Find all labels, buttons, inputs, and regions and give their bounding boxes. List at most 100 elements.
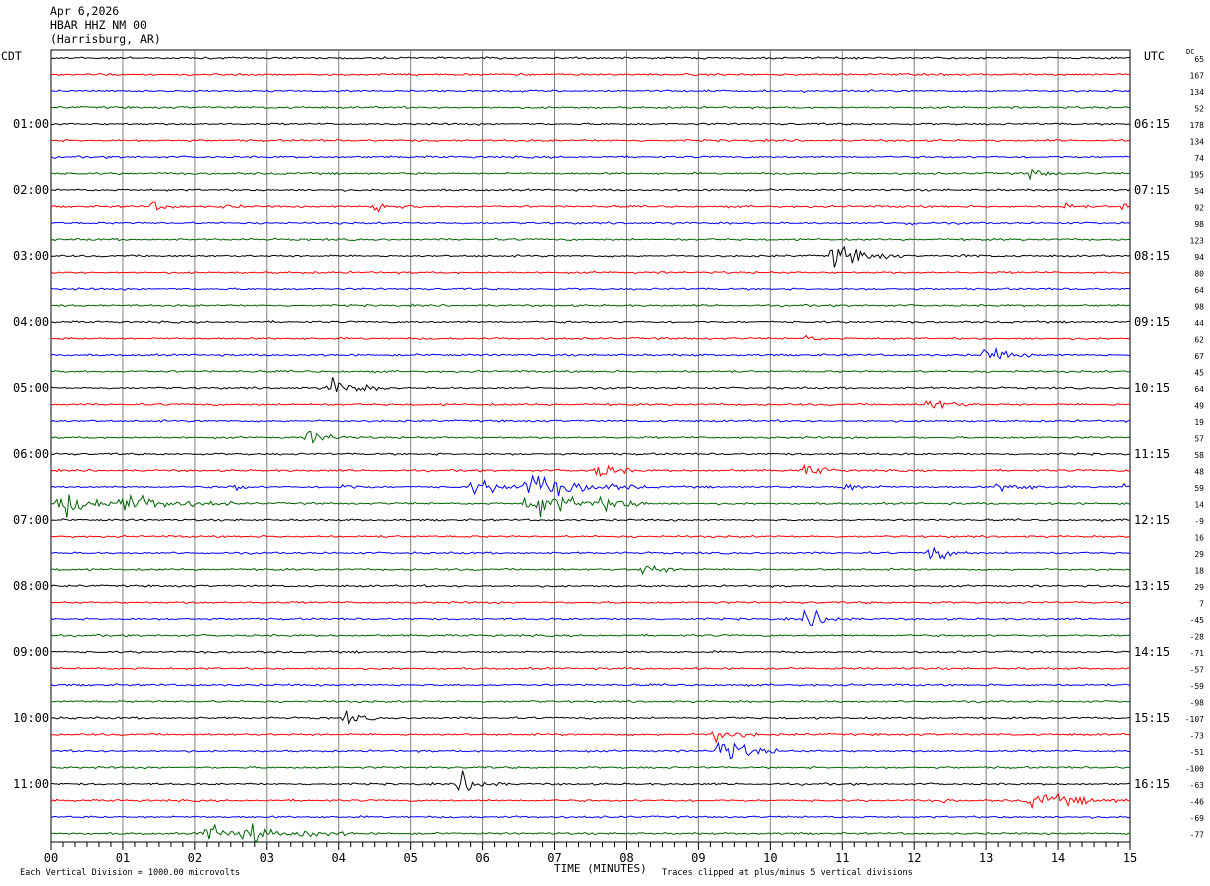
trace-line — [50, 534, 1131, 539]
dc-offset-label: -71 — [1190, 649, 1205, 658]
dc-offset-label: 16 — [1194, 534, 1204, 543]
dc-offset-label: 14 — [1194, 501, 1204, 510]
trace-line — [50, 400, 1131, 410]
right-time-label: 14:15 — [1134, 645, 1170, 659]
trace-line — [50, 346, 1131, 360]
trace-line — [51, 765, 1131, 770]
dc-offset-label: 49 — [1194, 402, 1204, 411]
dc-offset-label: 123 — [1190, 237, 1205, 246]
trace-line — [50, 815, 1131, 819]
trace-line — [50, 518, 1130, 522]
header-date: Apr 6,2026 — [50, 4, 120, 18]
dc-offset-label: -51 — [1190, 748, 1205, 757]
dc-offset-label: 92 — [1194, 204, 1204, 213]
x-tick-label: 04 — [332, 851, 346, 865]
x-tick-label: 01 — [116, 851, 130, 865]
x-tick-label: 10 — [763, 851, 777, 865]
trace-line — [50, 419, 1130, 423]
dc-offset-label: 65 — [1194, 55, 1204, 64]
left-time-label: 08:00 — [13, 579, 49, 593]
grid-lines — [50, 49, 1131, 843]
dc-offset-label: 54 — [1194, 187, 1204, 196]
x-tick-label: 05 — [403, 851, 417, 865]
left-time-label: 10:00 — [13, 711, 49, 725]
scale-note: Each Vertical Division = 1000.00 microvo… — [20, 868, 241, 878]
dc-offset-label: -45 — [1190, 616, 1205, 625]
x-tick-label: 14 — [1051, 851, 1065, 865]
x-tick-label: 00 — [44, 851, 58, 865]
trace-line — [50, 741, 1131, 760]
left-time-label: 04:00 — [13, 315, 49, 329]
dc-offset-label: -46 — [1190, 798, 1205, 807]
dc-offset-label: -57 — [1190, 666, 1205, 675]
dc-offset-label: 57 — [1194, 435, 1204, 444]
right-time-label: 13:15 — [1134, 579, 1170, 593]
trace-line — [50, 56, 1130, 60]
x-axis-label: TIME (MINUTES) — [554, 862, 647, 875]
dc-offset-label: 167 — [1190, 72, 1205, 81]
left-time-label: 01:00 — [13, 117, 49, 131]
trace-line — [50, 770, 1131, 792]
dc-offset-label: -9 — [1194, 517, 1204, 526]
trace-line — [50, 600, 1131, 605]
header-station: HBAR HHZ NM 00 — [50, 18, 147, 32]
right-time-label: 08:15 — [1134, 249, 1170, 263]
trace-line — [50, 710, 1131, 726]
trace-line — [50, 369, 1131, 374]
time-axis: 00 01 02 03 04 05 06 07 08 09 10 11 12 13 14 15 — [44, 842, 1137, 865]
trace-line — [50, 168, 1131, 181]
trace-line — [50, 89, 1131, 93]
dc-offset-label: 64 — [1194, 385, 1204, 394]
dc-offset-label: 7 — [1199, 600, 1204, 609]
dc-offset-label: -59 — [1190, 682, 1205, 691]
left-time-label: 03:00 — [13, 249, 49, 263]
dc-offset-label: -69 — [1190, 814, 1205, 823]
dc-offset-label: 62 — [1194, 336, 1204, 345]
dc-offset-label: 18 — [1194, 567, 1204, 576]
dc-offset-label: 67 — [1194, 352, 1204, 361]
dc-offset-label: 134 — [1190, 138, 1205, 147]
dc-offset-label: -107 — [1185, 715, 1204, 724]
x-tick-label: 02 — [188, 851, 202, 865]
dc-offset-label: 44 — [1194, 319, 1204, 328]
right-axis-label: UTC — [1144, 49, 1165, 63]
trace-line — [50, 270, 1131, 275]
trace-line — [50, 105, 1131, 110]
trace-line — [50, 633, 1131, 638]
x-tick-label: 11 — [835, 851, 849, 865]
trace-line — [50, 377, 1131, 393]
trace-line — [50, 155, 1130, 160]
x-tick-label: 12 — [907, 851, 921, 865]
right-time-label: 10:15 — [1134, 381, 1170, 395]
dc-offset-label: 74 — [1194, 154, 1204, 163]
dc-offset-label: 29 — [1194, 583, 1204, 592]
dc-offset-label: -63 — [1190, 781, 1205, 790]
trace-line — [50, 188, 1131, 192]
dc-offset-label: -28 — [1190, 633, 1205, 642]
trace-line — [50, 463, 1131, 478]
left-time-label: 09:00 — [13, 645, 49, 659]
dc-offset-label: 29 — [1194, 550, 1204, 559]
left-time-label: 02:00 — [13, 183, 49, 197]
trace-line — [50, 245, 1131, 268]
dc-offset-label: 98 — [1194, 220, 1204, 229]
trace-line — [50, 650, 1131, 654]
trace-line — [50, 584, 1131, 588]
dc-offset-label: 59 — [1194, 484, 1204, 493]
trace-line — [50, 565, 1131, 576]
dc-offset-label: 80 — [1194, 270, 1204, 279]
dc-offset-label: 58 — [1194, 451, 1204, 460]
x-tick-label: 03 — [260, 851, 274, 865]
trace-line — [50, 201, 1131, 213]
right-time-label: 07:15 — [1134, 183, 1170, 197]
trace-line — [50, 320, 1130, 324]
trace-line — [50, 221, 1131, 226]
row-labels: 6516713452178134741955492981239480649844… — [13, 55, 1204, 840]
right-time-label: 16:15 — [1134, 777, 1170, 791]
clip-note: Traces clipped at plus/minus 5 vertical … — [662, 868, 913, 878]
right-time-label: 09:15 — [1134, 315, 1170, 329]
right-time-label: 12:15 — [1134, 513, 1170, 527]
trace-line — [50, 287, 1130, 291]
trace-line — [50, 699, 1131, 704]
